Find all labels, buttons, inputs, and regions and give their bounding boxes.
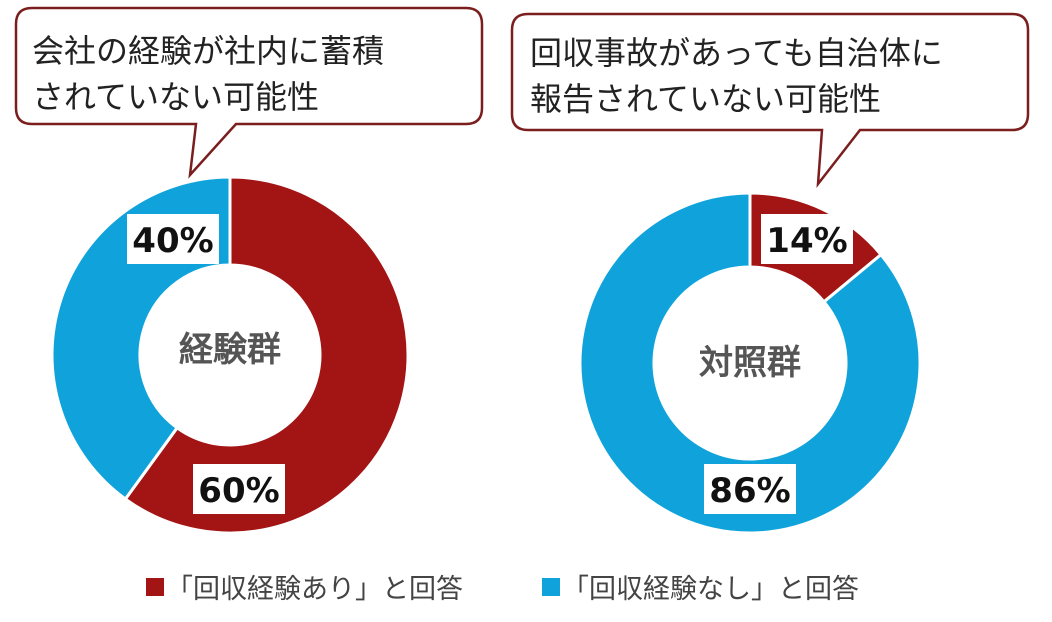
legend-item-experienced: 「回収経験あり」と回答 bbox=[146, 574, 463, 605]
callout-bubble-control: 回収事故があっても自治体に 報告されていない可能性 bbox=[510, 12, 1030, 189]
pct-label: 60% bbox=[198, 471, 279, 511]
pct-label: 40% bbox=[132, 221, 213, 261]
pct-label-box: 40% bbox=[127, 214, 219, 264]
pct-label-bg bbox=[704, 464, 796, 514]
legend-label: 「回収経験あり」と回答 bbox=[166, 574, 463, 605]
pct-label-bg bbox=[761, 214, 853, 264]
donut-center-label: 経験群 bbox=[179, 330, 281, 370]
callout-line: されていない可能性 bbox=[32, 78, 319, 116]
pct-label: 86% bbox=[709, 471, 790, 511]
donut-slice-1-1 bbox=[578, 191, 922, 535]
callout-line: 報告されていない可能性 bbox=[530, 80, 881, 118]
pct-label: 14% bbox=[766, 221, 847, 261]
donut-slice-0-0 bbox=[123, 175, 410, 535]
callout-shape bbox=[14, 6, 484, 179]
callout-line: 会社の経験が社内に蓄積 bbox=[32, 32, 384, 70]
donut-center-label: 対照群 bbox=[699, 343, 801, 383]
pct-label-box: 60% bbox=[193, 464, 285, 514]
legend-item-not-experienced: 「回収経験なし」と回答 bbox=[542, 574, 859, 605]
legend-swatch-red bbox=[146, 578, 164, 596]
donut-control-group: 対照群 14% 86% bbox=[578, 191, 922, 535]
pct-label-box: 14% bbox=[761, 214, 853, 264]
legend-label: 「回収経験なし」と回答 bbox=[562, 574, 859, 605]
pct-label-bg bbox=[193, 464, 285, 514]
pct-label-box: 86% bbox=[704, 464, 796, 514]
legend: 「回収経験あり」と回答 「回収経験なし」と回答 bbox=[146, 574, 859, 605]
callout-shape bbox=[510, 12, 1030, 189]
pct-label-bg bbox=[127, 214, 219, 264]
legend-swatch-blue bbox=[542, 578, 560, 596]
callout-bubble-experience: 会社の経験が社内に蓄積 されていない可能性 bbox=[14, 6, 484, 179]
callout-line: 回収事故があっても自治体に bbox=[530, 34, 943, 72]
donut-experience-group: 経験群 40% 60% bbox=[50, 175, 410, 535]
